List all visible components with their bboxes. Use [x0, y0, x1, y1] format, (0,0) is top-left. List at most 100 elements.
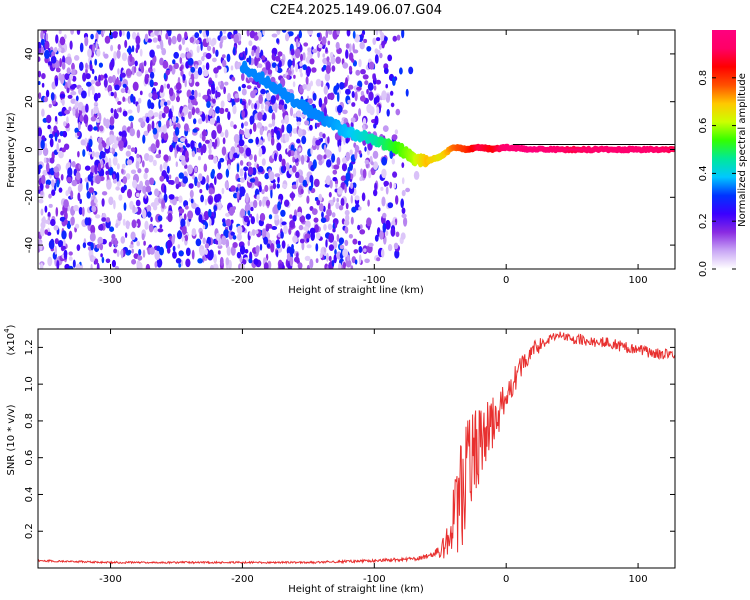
heatmap-cell: [127, 145, 131, 150]
heatmap-cell: [185, 247, 191, 257]
heatmap-cell: [393, 242, 399, 250]
heatmap-cell: [324, 72, 331, 82]
heatmap-cell: [299, 85, 304, 94]
heatmap-cell: [137, 168, 142, 174]
heatmap-cell: [211, 168, 215, 176]
spectrogram-y-tick-label: 0: [24, 146, 35, 152]
heatmap-cell: [190, 198, 194, 204]
heatmap-cell: [290, 65, 294, 71]
heatmap-cell: [86, 81, 92, 87]
snr-y-tick-label: 0.6: [24, 450, 35, 466]
heatmap-cell: [232, 235, 237, 240]
heatmap-cell: [168, 179, 173, 185]
snr-y-multiplier-exp: 4: [3, 328, 11, 333]
heatmap-cell: [248, 55, 252, 66]
heatmap-cell: [99, 125, 104, 132]
heatmap-cell: [192, 128, 198, 133]
heatmap-cell: [104, 118, 110, 129]
heatmap-cell: [60, 47, 65, 54]
heatmap-cell: [380, 186, 384, 191]
heatmap-cell: [111, 233, 116, 240]
heatmap-cell: [112, 31, 118, 39]
heatmap-cell: [149, 247, 155, 255]
heatmap-cell: [345, 49, 349, 59]
heatmap-cell: [215, 49, 219, 57]
heatmap-cell: [163, 101, 168, 107]
heatmap-cell: [336, 157, 341, 166]
heatmap-cell: [296, 252, 299, 260]
heatmap-cell: [50, 92, 55, 101]
heatmap-cell: [188, 70, 192, 77]
heatmap-cell: [86, 181, 89, 191]
spectrogram-y-tick-label: 40: [24, 48, 35, 61]
snr-y-tick-label: 1.0: [24, 376, 35, 392]
heatmap-cell: [78, 121, 81, 131]
heatmap-cell: [258, 184, 262, 193]
heatmap-cell: [187, 57, 194, 66]
heatmap-cell: [202, 94, 209, 100]
heatmap-cell: [69, 40, 73, 50]
heatmap-cell: [387, 244, 393, 252]
heatmap-cell: [214, 138, 218, 147]
heatmap-cell: [261, 228, 267, 239]
heatmap-cell: [157, 215, 163, 222]
heatmap-cell: [38, 41, 42, 50]
heatmap-cell: [216, 193, 222, 201]
heatmap-cell: [298, 224, 304, 231]
heatmap-cell: [329, 179, 333, 189]
heatmap-cell: [159, 194, 163, 199]
heatmap-cell: [195, 238, 202, 247]
heatmap-cell: [241, 88, 247, 96]
heatmap-cell: [166, 165, 170, 174]
heatmap-cell: [108, 196, 114, 206]
heatmap-cell: [331, 259, 335, 267]
heatmap-cell: [163, 161, 168, 170]
heatmap-cell: [45, 32, 49, 42]
heatmap-cell: [68, 230, 73, 240]
heatmap-cell: [59, 58, 62, 68]
heatmap-cell: [75, 263, 82, 269]
chart-title: C2E4.2025.149.06.07.G04: [270, 3, 442, 18]
heatmap-cell: [390, 102, 395, 108]
heatmap-cell: [245, 147, 252, 157]
heatmap-cell: [233, 133, 240, 144]
heatmap-cell: [152, 37, 158, 43]
heatmap-cell: [204, 249, 208, 255]
heatmap-cell: [387, 202, 394, 209]
heatmap-cell: [136, 241, 140, 247]
heatmap-cell: [131, 219, 137, 229]
heatmap-cell: [166, 83, 170, 89]
heatmap-cell: [168, 155, 171, 162]
heatmap-cell: [348, 234, 353, 239]
heatmap-cell: [382, 125, 389, 132]
heatmap-cell: [399, 67, 403, 75]
heatmap-cell: [266, 243, 271, 248]
heatmap-cell: [158, 149, 161, 155]
heatmap-cell: [277, 176, 280, 184]
heatmap-cell: [121, 52, 128, 62]
heatmap-cell: [81, 90, 87, 99]
heatmap-cell: [194, 32, 200, 39]
heatmap-cell: [351, 91, 355, 98]
heatmap-cell: [233, 46, 236, 55]
heatmap-cell: [194, 206, 201, 216]
heatmap-cell: [95, 41, 98, 51]
heatmap-cell: [208, 187, 214, 195]
heatmap-cell: [325, 65, 331, 74]
heatmap-cell: [312, 48, 318, 54]
heatmap-cell: [206, 37, 209, 44]
heatmap-cell: [357, 240, 361, 246]
heatmap-cell: [47, 124, 51, 130]
heatmap-cell: [257, 63, 263, 68]
heatmap-cell: [64, 73, 70, 81]
snr-x-tick-label: -300: [99, 574, 122, 585]
heatmap-cell: [375, 79, 382, 85]
snr-x-ticks: -300 -200 -100 0 100: [99, 329, 648, 585]
heatmap-cell: [400, 232, 406, 240]
heatmap-cell: [352, 167, 357, 177]
heatmap-cell: [338, 262, 342, 269]
heatmap-cell: [67, 162, 71, 167]
heatmap-cell: [161, 112, 166, 119]
heatmap-cell: [63, 121, 67, 127]
heatmap-cell: [401, 30, 405, 39]
